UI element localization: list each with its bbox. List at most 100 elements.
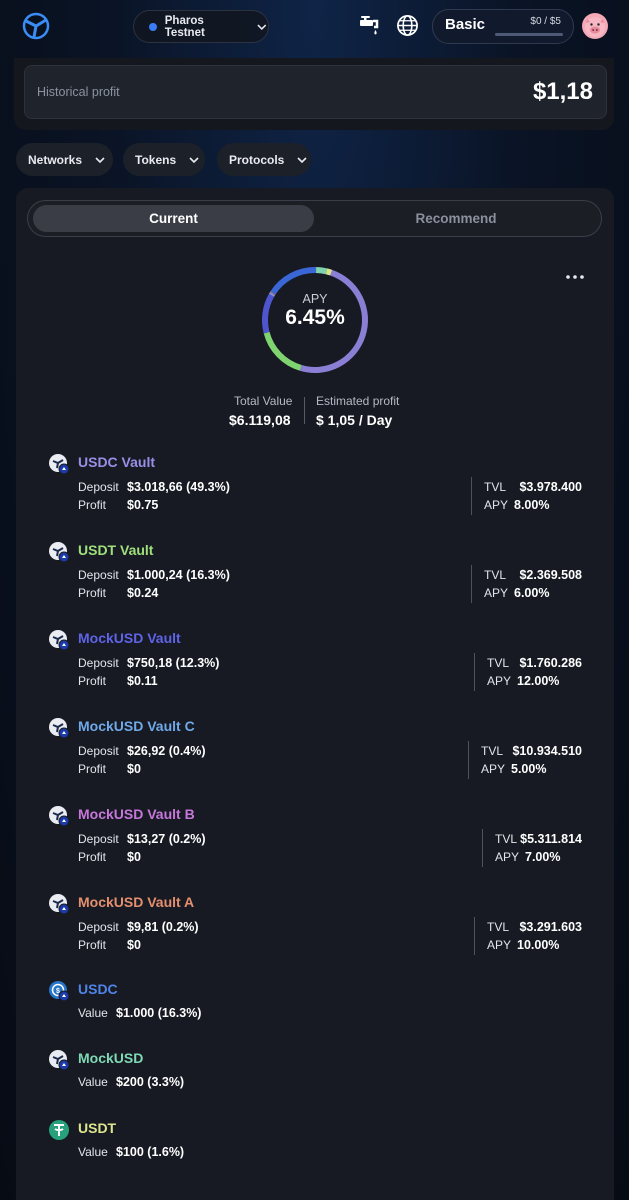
- top-header: Pharos Testnet Basic $0 / $5: [0, 0, 629, 56]
- plan-usage: $0 / $5: [530, 16, 561, 27]
- vault-name: USDT Vault: [78, 542, 154, 558]
- tvl-label: TVL: [484, 480, 507, 494]
- profit-label: Profit: [78, 762, 107, 776]
- plan-name: Basic: [445, 16, 486, 33]
- vault-coin-icon: [49, 806, 70, 827]
- token-value: $200 (3.3%): [116, 1075, 185, 1089]
- portfolio-panel: Current Recommend APY 6.45% Total Value …: [16, 188, 614, 1200]
- profit-value: $0: [127, 850, 141, 864]
- token-name: USDT: [78, 1120, 117, 1136]
- token-name: MockUSD: [78, 1050, 144, 1066]
- apy-label: APY: [487, 674, 512, 688]
- filter-protocols[interactable]: Protocols: [217, 143, 311, 176]
- plan-usage-bar: [495, 33, 563, 36]
- chevron-down-icon: [297, 156, 307, 163]
- network-selector[interactable]: Pharos Testnet: [133, 10, 269, 43]
- apy-label: APY: [484, 586, 509, 600]
- globe-icon[interactable]: [396, 14, 419, 37]
- filter-networks[interactable]: Networks: [16, 143, 113, 176]
- vault-item[interactable]: USDC Vault Deposit $3.018,66 (49.3%) Profit…: [16, 453, 614, 523]
- profit-value: $0.24: [127, 586, 159, 600]
- filter-networks-label: Networks: [28, 152, 83, 167]
- vault-coin-icon: [49, 718, 70, 739]
- total-value: $6.119,08: [229, 412, 291, 428]
- profit-value: $0.75: [127, 498, 159, 512]
- profit-label: Profit: [78, 938, 107, 952]
- vault-name: MockUSD Vault B: [78, 806, 195, 822]
- profit-value: $0.11: [127, 674, 158, 688]
- faucet-icon[interactable]: [358, 14, 380, 38]
- svg-text:$: $: [56, 988, 60, 995]
- vault-item[interactable]: MockUSD Vault A Deposit $9,81 (0.2%) Profit…: [16, 893, 614, 963]
- usdc-coin-icon: $: [49, 981, 70, 1002]
- tab-current[interactable]: Current: [33, 205, 314, 232]
- stats-divider: [468, 741, 469, 779]
- apy-value: 8.00%: [514, 498, 550, 512]
- network-name: Pharos Testnet: [164, 14, 205, 39]
- donut-segment: [325, 268, 333, 276]
- stats-divider: [471, 477, 472, 515]
- stats-divider: [471, 565, 472, 603]
- profit-label: Profit: [78, 850, 107, 864]
- tvl-label: TVL: [487, 656, 510, 670]
- avatar[interactable]: [582, 13, 608, 39]
- tvl-value: $5.311.814: [520, 832, 582, 846]
- vault-name: MockUSD Vault: [78, 630, 181, 646]
- token-value: $1.000 (16.3%): [116, 1006, 202, 1020]
- donut-segment: [268, 292, 275, 297]
- vault-item[interactable]: USDT Vault Deposit $1.000,24 (16.3%) Profit…: [16, 541, 614, 611]
- vault-name: MockUSD Vault C: [78, 718, 195, 734]
- token-holding-item[interactable]: USDT Value $100 (1.6%): [16, 1119, 614, 1169]
- tvl-value: $2.369.508: [519, 568, 582, 582]
- tvl-value: $10.934.510: [512, 744, 582, 758]
- vault-coin-icon: [49, 542, 70, 563]
- deposit-label: Deposit: [78, 568, 119, 582]
- token-holding-item[interactable]: MockUSD Value $200 (3.3%): [16, 1049, 614, 1099]
- deposit-value: $3.018,66 (49.3%): [127, 480, 230, 494]
- tvl-label: TVL: [481, 744, 504, 758]
- donut-segment: [263, 331, 302, 371]
- deposit-value: $13,27 (0.2%): [127, 832, 206, 846]
- deposit-label: Deposit: [78, 832, 119, 846]
- usdt-coin-icon: [49, 1120, 69, 1140]
- vault-item[interactable]: MockUSD Vault B Deposit $13,27 (0.2%) Profi…: [16, 805, 614, 875]
- pig-avatar-icon: [585, 17, 605, 37]
- donut-segment: [270, 267, 317, 295]
- tvl-label: TVL: [495, 832, 518, 846]
- tab-recommend[interactable]: Recommend: [415, 211, 497, 226]
- profit-label: Profit: [78, 674, 107, 688]
- filter-tokens[interactable]: Tokens: [123, 143, 205, 176]
- deposit-label: Deposit: [78, 744, 119, 758]
- estimated-profit-label: Estimated profit: [316, 394, 400, 408]
- apy-label: APY: [302, 292, 328, 306]
- vault-name: USDC Vault: [78, 454, 156, 470]
- apy-value: 5.00%: [511, 762, 547, 776]
- historical-profit-value: $1,18: [532, 78, 593, 105]
- vault-item[interactable]: MockUSD Vault C Deposit $26,92 (0.4%) Profi…: [16, 717, 614, 787]
- profit-value: $0: [127, 938, 141, 952]
- plan-badge[interactable]: Basic $0 / $5: [432, 9, 574, 44]
- mockusd-coin-icon: [49, 1050, 70, 1071]
- vault-coin-icon: [49, 894, 70, 915]
- tvl-label: TVL: [484, 568, 507, 582]
- apy-value: 6.00%: [514, 586, 550, 600]
- apy-label: APY: [481, 762, 506, 776]
- filter-tokens-label: Tokens: [135, 152, 177, 167]
- donut-segment: [299, 269, 368, 373]
- chevron-down-icon: [189, 156, 199, 163]
- stats-divider: [474, 653, 475, 691]
- token-holding-item[interactable]: $ USDC Value $1.000 (16.3%): [16, 980, 614, 1030]
- app-logo-icon[interactable]: [22, 12, 50, 40]
- apy-value: 6.45%: [285, 306, 345, 329]
- vault-coin-icon: [49, 454, 70, 475]
- apy-value: 12.00%: [517, 674, 560, 688]
- vault-item[interactable]: MockUSD Vault Deposit $750,18 (12.3%) Profi…: [16, 629, 614, 699]
- value-label: Value: [78, 1145, 108, 1159]
- more-options-icon[interactable]: [564, 266, 586, 288]
- value-label: Value: [78, 1006, 108, 1020]
- value-label: Value: [78, 1075, 108, 1089]
- vault-name: MockUSD Vault A: [78, 894, 195, 910]
- filter-protocols-label: Protocols: [229, 152, 285, 167]
- donut-segment: [315, 267, 328, 275]
- network-status-dot: [149, 22, 157, 31]
